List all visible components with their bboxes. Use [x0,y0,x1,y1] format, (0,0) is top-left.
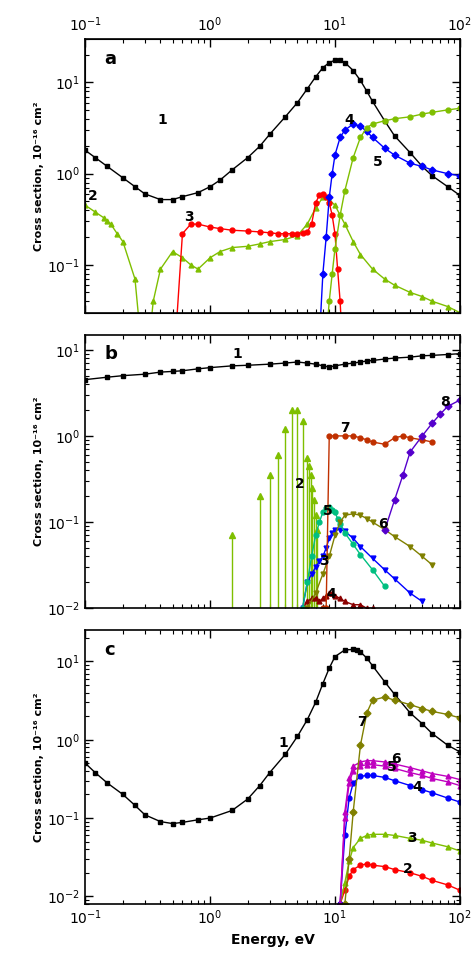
Text: a: a [104,50,116,68]
Text: 1: 1 [232,347,242,361]
Text: 6: 6 [391,752,401,766]
Text: 5: 5 [387,760,397,774]
Text: 4: 4 [345,113,355,127]
Y-axis label: Cross section, 10⁻¹⁶ cm²: Cross section, 10⁻¹⁶ cm² [35,101,45,251]
Text: 2: 2 [88,189,98,202]
Text: 2: 2 [295,477,305,491]
Text: 7: 7 [340,421,350,435]
Text: 4: 4 [326,587,336,602]
Text: 6: 6 [378,517,387,531]
Y-axis label: Cross section, 10⁻¹⁶ cm²: Cross section, 10⁻¹⁶ cm² [35,397,45,546]
Text: 7: 7 [357,715,366,729]
Text: 2: 2 [403,862,413,876]
Text: 4: 4 [413,781,422,794]
X-axis label: Energy, eV: Energy, eV [231,933,314,947]
Text: b: b [104,345,117,364]
Text: 1: 1 [158,113,167,127]
Y-axis label: Cross section, 10⁻¹⁶ cm²: Cross section, 10⁻¹⁶ cm² [35,692,45,842]
Text: 1: 1 [278,737,288,750]
Text: 5: 5 [373,156,383,169]
Text: 5: 5 [323,504,333,518]
Text: 3: 3 [184,210,194,225]
Text: 3: 3 [407,831,417,845]
Text: 3: 3 [319,554,329,568]
Text: 8: 8 [440,396,450,409]
Text: c: c [104,642,115,659]
